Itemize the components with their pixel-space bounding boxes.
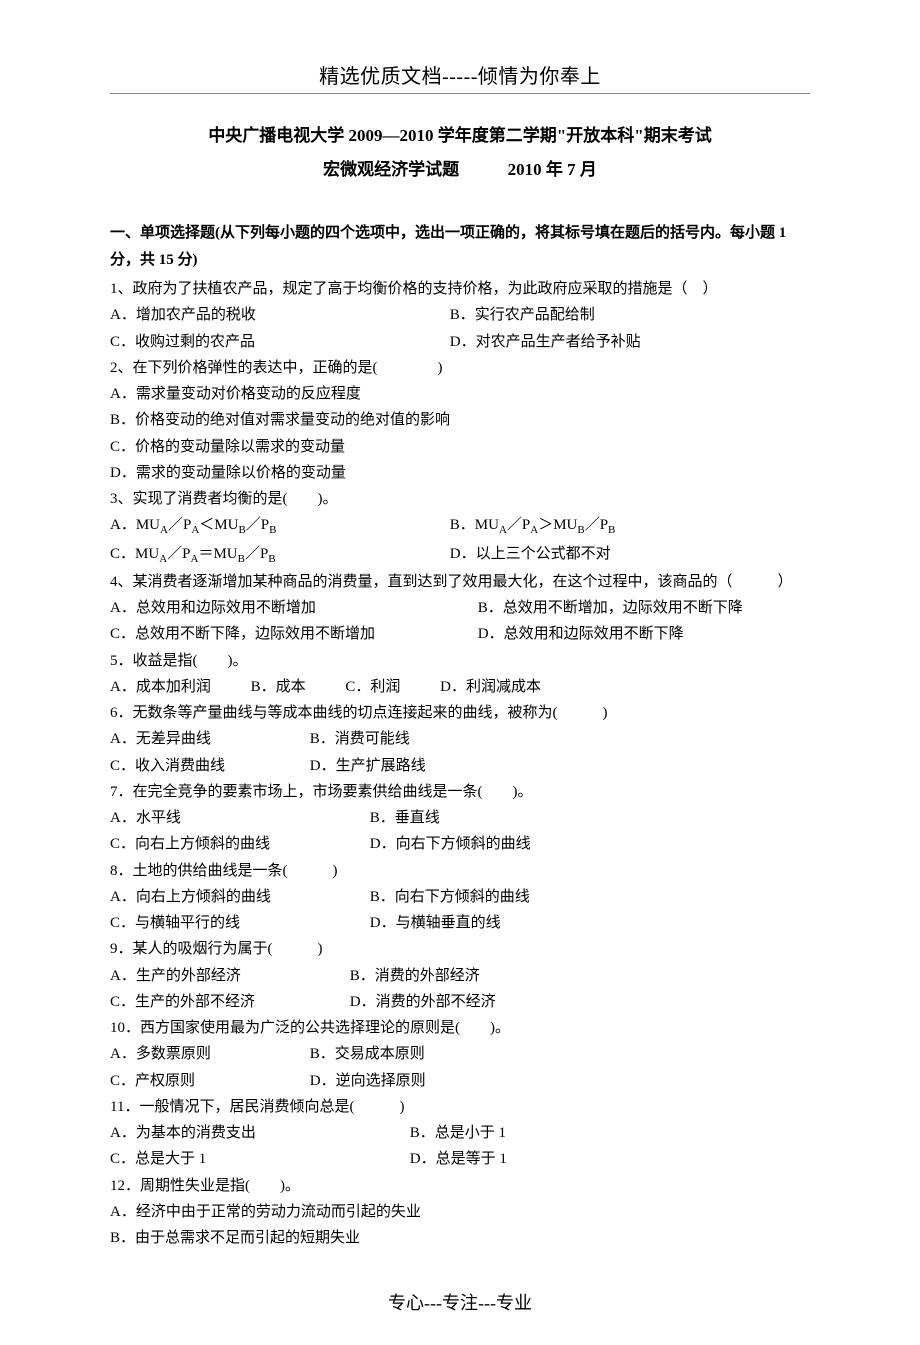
footer-text: 专心---专注---专业 xyxy=(110,1289,810,1315)
q10-opt-b: B．交易成本原则 xyxy=(310,1041,425,1067)
question-3-options: A．MUA／PA＜MUB／PB B．MUA／PA＞MUB／PB C．MUA／PA… xyxy=(110,512,810,569)
question-10: 10．西方国家使用最为广泛的公共选择理论的原则是( )。 xyxy=(110,1015,810,1041)
question-1-options: A．增加农产品的税收 B．实行农产品配给制 C．收购过剩的农产品 D．对农产品生… xyxy=(110,302,810,355)
question-2-options: A．需求量变动对价格变动的反应程度 B．价格变动的绝对值对需求量变动的绝对值的影… xyxy=(110,381,810,486)
question-5-options: A．成本加利润 B．成本 C．利润 D．利润减成本 xyxy=(110,674,810,700)
q10-opt-d: D．逆向选择原则 xyxy=(310,1068,426,1094)
question-2: 2、在下列价格弹性的表达中，正确的是( ) xyxy=(110,355,810,381)
q5-opt-c: C．利润 xyxy=(345,674,400,700)
q10-opt-c: C．产权原则 xyxy=(110,1068,270,1094)
question-11: 11．一般情况下，居民消费倾向总是( ) xyxy=(110,1094,810,1120)
q11-opt-a: A．为基本的消费支出 xyxy=(110,1120,370,1146)
q8-opt-a: A．向右上方倾斜的曲线 xyxy=(110,884,330,910)
question-4: 4、某消费者逐渐增加某种商品的消费量，直到达到了效用最大化，在这个过程中，该商品… xyxy=(110,569,810,595)
q3-opt-c: C．MUA／PA＝MUB／PB xyxy=(110,541,446,569)
q3-opt-d: D．以上三个公式都不对 xyxy=(450,541,786,567)
exam-date: 2010 年 7 月 xyxy=(508,160,597,179)
question-8: 8．土地的供给曲线是一条( ) xyxy=(110,858,810,884)
q3-opt-b: B．MUA／PA＞MUB／PB xyxy=(450,512,786,540)
q4-opt-b: B．总效用不断增加，边际效用不断下降 xyxy=(478,595,800,621)
q7-opt-a: A．水平线 xyxy=(110,805,330,831)
question-5: 5．收益是指( )。 xyxy=(110,648,810,674)
q4-opt-d: D．总效用和边际效用不断下降 xyxy=(478,621,800,647)
document-page: 精选优质文档-----倾情为你奉上 中央广播电视大学 2009—2010 学年度… xyxy=(0,0,920,1345)
q2-opt-b: B．价格变动的绝对值对需求量变动的绝对值的影响 xyxy=(110,407,810,433)
header-underline xyxy=(110,93,810,94)
question-10-options: A．多数票原则 B．交易成本原则 C．产权原则 D．逆向选择原则 xyxy=(110,1041,810,1094)
q2-opt-a: A．需求量变动对价格变动的反应程度 xyxy=(110,381,810,407)
exam-title-line1: 中央广播电视大学 2009—2010 学年度第二学期"开放本科"期末考试 xyxy=(110,122,810,149)
q2-opt-d: D．需求的变动量除以价格的变动量 xyxy=(110,460,810,486)
question-7-options: A．水平线 B．垂直线 C．向右上方倾斜的曲线 D．向右下方倾斜的曲线 xyxy=(110,805,810,858)
header-watermark: 精选优质文档-----倾情为你奉上 xyxy=(110,60,810,89)
question-4-options: A．总效用和边际效用不断增加 B．总效用不断增加，边际效用不断下降 C．总效用不… xyxy=(110,595,810,648)
q4-opt-a: A．总效用和边际效用不断增加 xyxy=(110,595,474,621)
q1-opt-b: B．实行农产品配给制 xyxy=(450,302,786,328)
q7-opt-b: B．垂直线 xyxy=(370,805,440,831)
q3-opt-a: A．MUA／PA＜MUB／PB xyxy=(110,512,446,540)
q9-opt-c: C．生产的外部不经济 xyxy=(110,989,310,1015)
q8-opt-d: D．与横轴垂直的线 xyxy=(370,910,501,936)
q9-opt-a: A．生产的外部经济 xyxy=(110,963,310,989)
question-9-options: A．生产的外部经济 B．消费的外部经济 C．生产的外部不经济 D．消费的外部不经… xyxy=(110,963,810,1016)
question-12-options: A．经济中由于正常的劳动力流动而引起的失业 B．由于总需求不足而引起的短期失业 xyxy=(110,1199,810,1252)
question-8-options: A．向右上方倾斜的曲线 B．向右下方倾斜的曲线 C．与横轴平行的线 D．与横轴垂… xyxy=(110,884,810,937)
q12-opt-b: B．由于总需求不足而引起的短期失业 xyxy=(110,1225,810,1251)
q8-opt-c: C．与横轴平行的线 xyxy=(110,910,330,936)
q6-opt-d: D．生产扩展路线 xyxy=(310,753,426,779)
q11-opt-c: C．总是大于 1 xyxy=(110,1146,370,1172)
q5-opt-b: B．成本 xyxy=(251,674,306,700)
question-7: 7．在完全竞争的要素市场上，市场要素供给曲线是一条( )。 xyxy=(110,779,810,805)
q8-opt-b: B．向右下方倾斜的曲线 xyxy=(370,884,530,910)
q1-opt-a: A．增加农产品的税收 xyxy=(110,302,446,328)
question-11-options: A．为基本的消费支出 B．总是小于 1 C．总是大于 1 D．总是等于 1 xyxy=(110,1120,810,1173)
question-3: 3、实现了消费者均衡的是( )。 xyxy=(110,486,810,512)
q6-opt-c: C．收入消费曲线 xyxy=(110,753,270,779)
q1-opt-d: D．对农产品生产者给予补贴 xyxy=(450,329,786,355)
q4-opt-c: C．总效用不断下降，边际效用不断增加 xyxy=(110,621,474,647)
q9-opt-b: B．消费的外部经济 xyxy=(350,963,480,989)
q6-opt-a: A．无差异曲线 xyxy=(110,726,270,752)
q11-opt-b: B．总是小于 1 xyxy=(410,1120,506,1146)
q10-opt-a: A．多数票原则 xyxy=(110,1041,270,1067)
q2-opt-c: C．价格的变动量除以需求的变动量 xyxy=(110,434,810,460)
q5-opt-a: A．成本加利润 xyxy=(110,674,211,700)
exam-subject: 宏微观经济学试题 xyxy=(323,160,459,179)
q7-opt-d: D．向右下方倾斜的曲线 xyxy=(370,831,531,857)
q1-opt-c: C．收购过剩的农产品 xyxy=(110,329,446,355)
q12-opt-a: A．经济中由于正常的劳动力流动而引起的失业 xyxy=(110,1199,810,1225)
q6-opt-b: B．消费可能线 xyxy=(310,726,410,752)
question-1: 1、政府为了扶植农产品，规定了高于均衡价格的支持价格，为此政府应采取的措施是（ … xyxy=(110,276,810,302)
question-6: 6．无数条等产量曲线与等成本曲线的切点连接起来的曲线，被称为( ) xyxy=(110,700,810,726)
q7-opt-c: C．向右上方倾斜的曲线 xyxy=(110,831,330,857)
question-6-options: A．无差异曲线 B．消费可能线 C．收入消费曲线 D．生产扩展路线 xyxy=(110,726,810,779)
exam-title-line2: 宏微观经济学试题 2010 年 7 月 xyxy=(110,155,810,180)
q5-opt-d: D．利润减成本 xyxy=(440,674,541,700)
question-9: 9．某人的吸烟行为属于( ) xyxy=(110,936,810,962)
q9-opt-d: D．消费的外部不经济 xyxy=(350,989,496,1015)
section-1-heading: 一、单项选择题(从下列每小题的四个选项中，选出一项正确的，将其标号填在题后的括号… xyxy=(110,220,810,274)
q11-opt-d: D．总是等于 1 xyxy=(410,1146,507,1172)
question-12: 12．周期性失业是指( )。 xyxy=(110,1173,810,1199)
